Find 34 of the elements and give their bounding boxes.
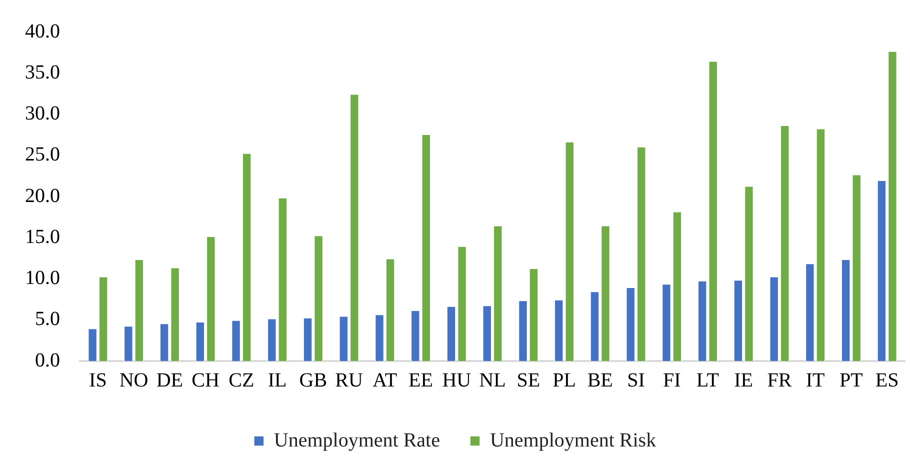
y-tick-label: 5.0 [35,308,60,330]
y-tick-label: 30.0 [25,102,60,124]
x-tick-label: IT [806,369,825,392]
x-tick-label: CZ [228,369,254,392]
x-tick-label: EE [408,369,433,392]
x-tick-label: FR [767,369,792,392]
x-tick-label: HU [442,369,472,392]
x-tick-label: PT [840,369,863,392]
x-tick-label: RU [335,369,364,392]
x-tick-label: NL [479,369,506,392]
x-tick-label: BE [587,369,613,392]
x-tick-label: SE [516,369,540,392]
x-tick-label: NO [119,369,148,392]
x-tick-label: ES [875,369,899,392]
x-tick-label: DE [156,369,184,392]
x-tick-label: GB [299,369,328,392]
x-tick-label: SI [627,369,645,392]
y-tick-label: 10.0 [25,267,60,289]
x-tick-label: IS [89,369,107,392]
legend-label: Unemployment Risk [490,429,656,452]
y-tick-label: 0.0 [35,349,60,372]
y-tick-label: 40.0 [25,20,60,42]
x-tick-label: IE [734,369,754,392]
y-tick-label: 35.0 [25,61,60,84]
x-tick-label: FI [662,369,681,392]
x-tick-label: LT [696,369,720,392]
y-tick-label: 15.0 [25,226,60,248]
legend-label: Unemployment Rate [274,429,440,452]
x-tick-label: PL [552,369,576,392]
x-tick-label: IL [268,369,287,392]
y-tick-label: 25.0 [25,144,60,166]
x-tick-label: AT [372,369,398,392]
x-tick-label: CH [192,369,220,392]
y-tick-label: 20.0 [25,184,60,207]
